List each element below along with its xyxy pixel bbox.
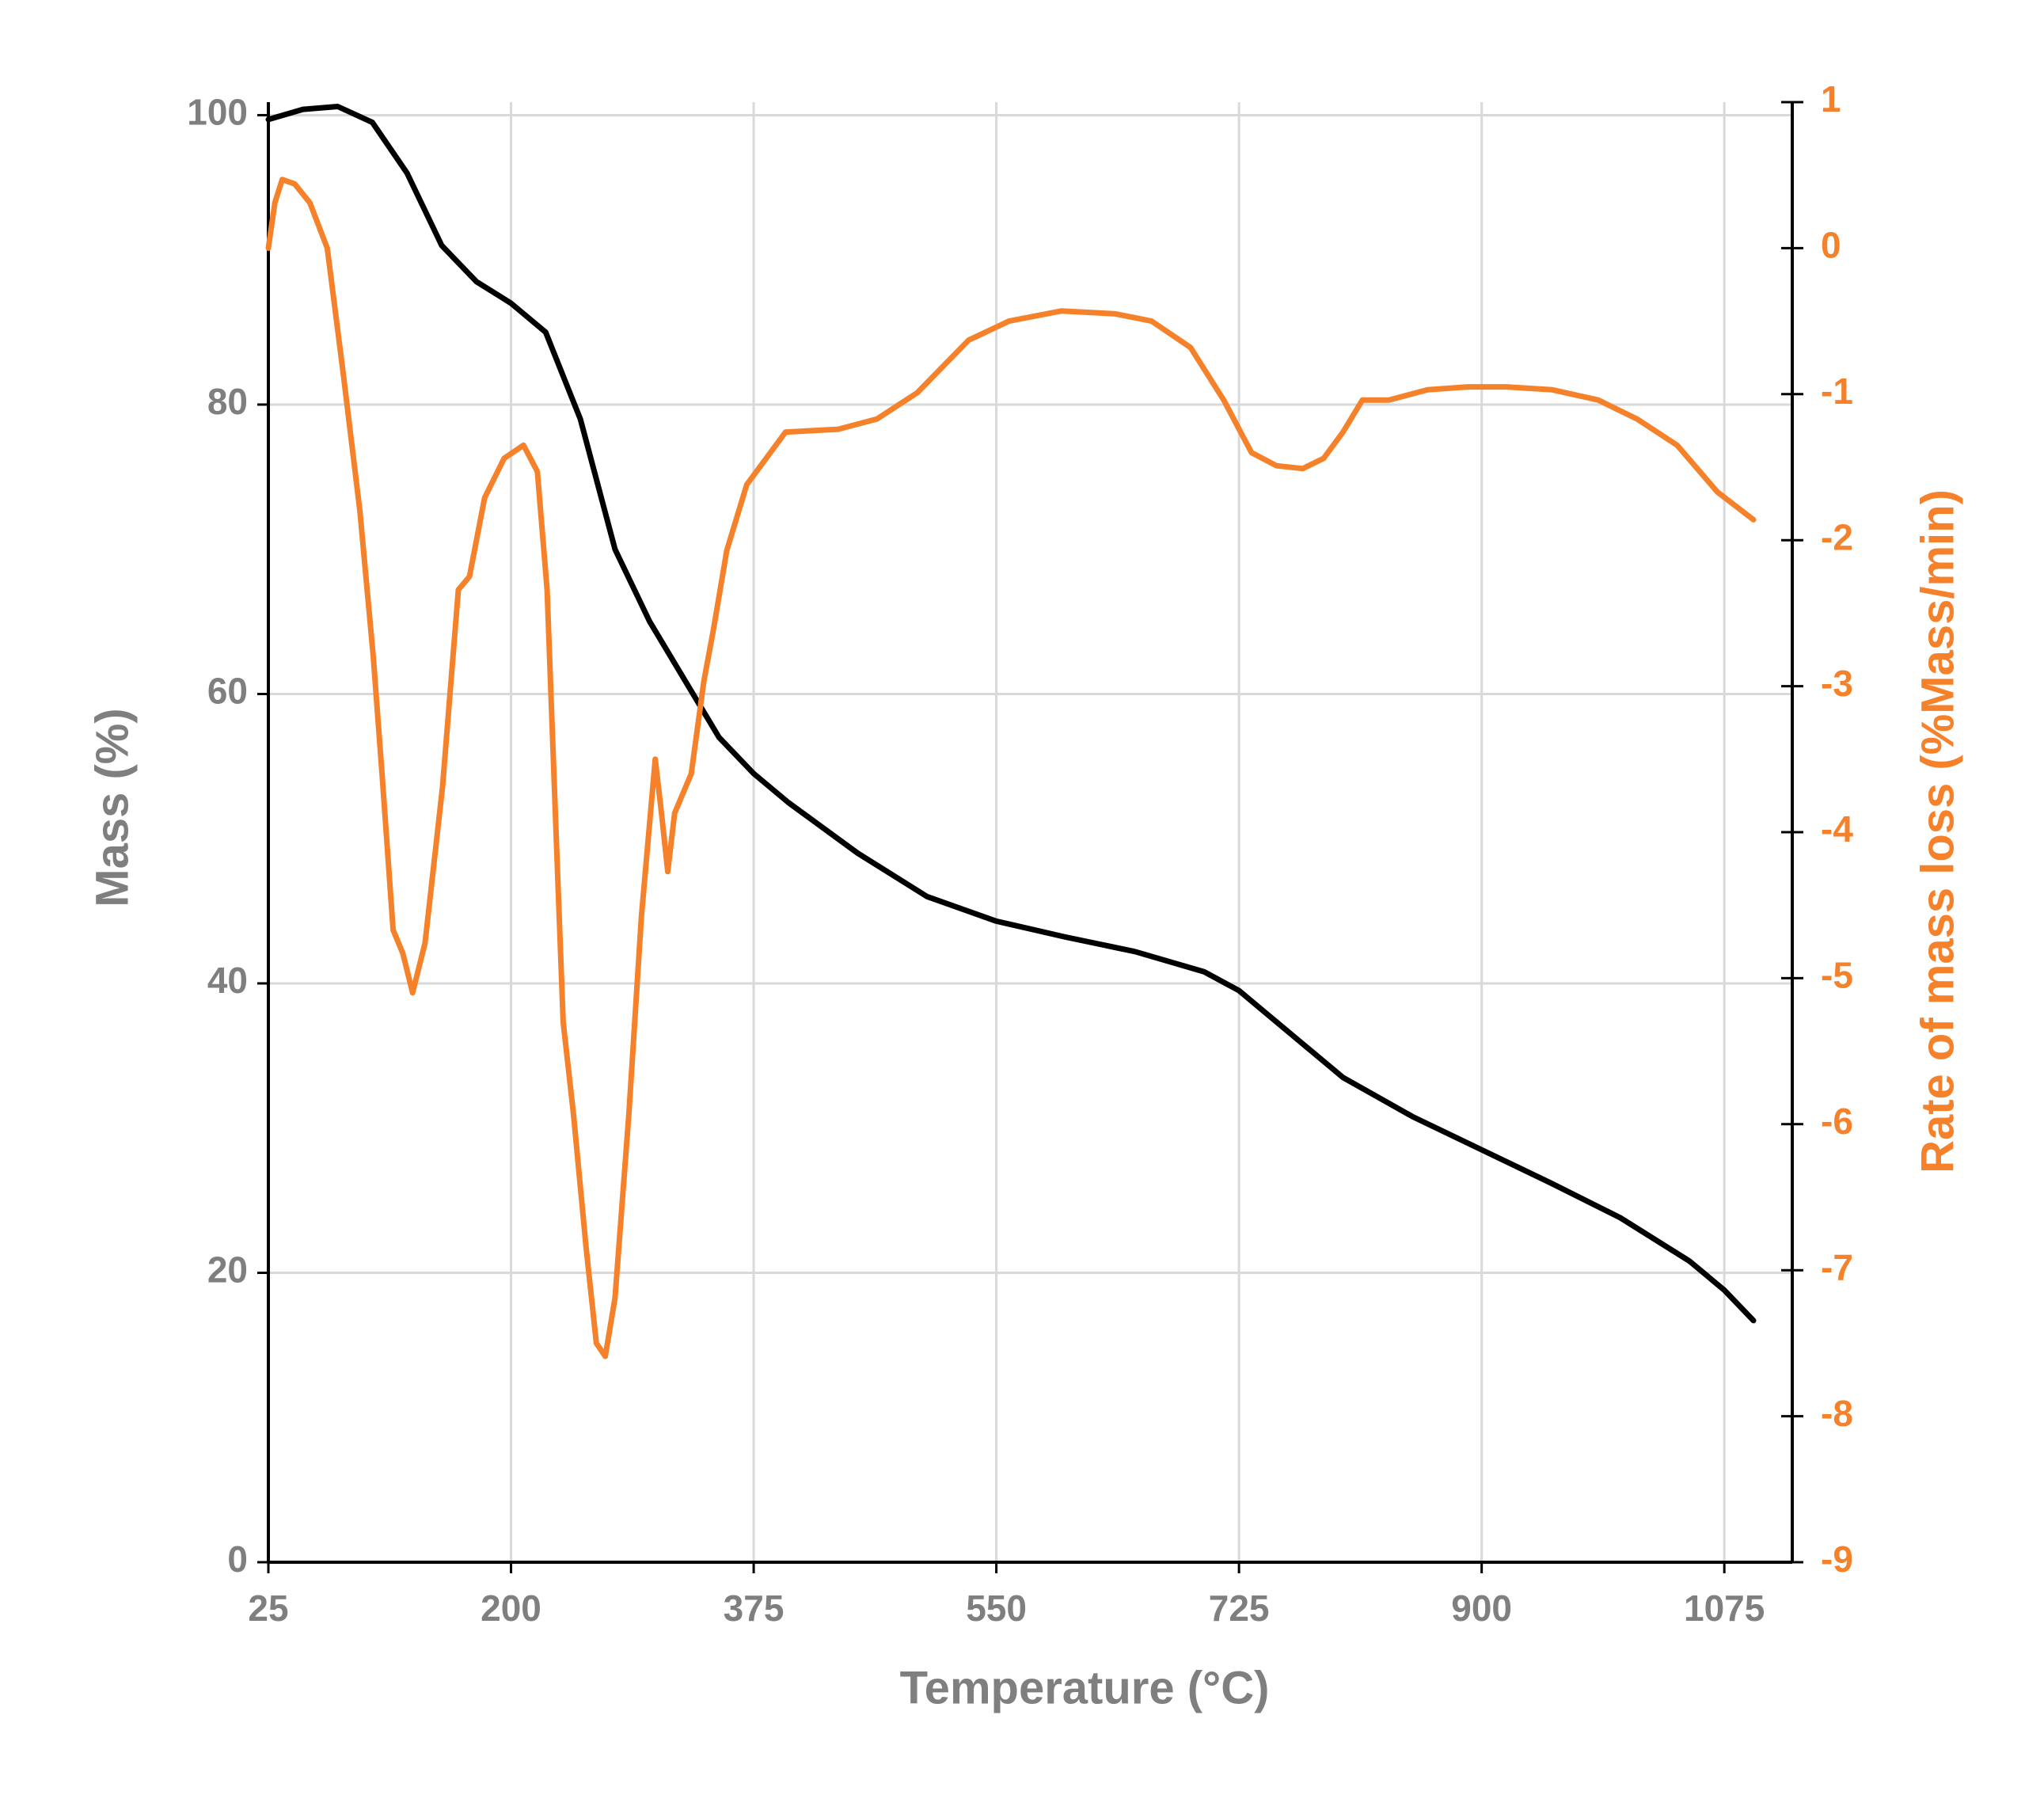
- x-tick-label: 1075: [1684, 1588, 1765, 1629]
- y2-tick-label: -4: [1821, 808, 1853, 850]
- y2-tick-label: -2: [1821, 516, 1853, 557]
- y2-tick-label: -9: [1821, 1538, 1853, 1580]
- y2-axis-title: Rate of mass loss (%Mass/min): [1912, 489, 1963, 1173]
- data-line: [265, 177, 1757, 1360]
- x-tick-label: 25: [248, 1588, 288, 1629]
- y-tick-label: 60: [207, 671, 248, 712]
- x-tick-label: 200: [481, 1588, 541, 1629]
- x-axis-title: Temperature (°C): [900, 1662, 1270, 1713]
- y-tick-label: 0: [227, 1538, 248, 1580]
- data-line: [265, 104, 1757, 1324]
- y-tick-label: 80: [207, 381, 248, 422]
- y-tick-label: 40: [207, 960, 248, 1001]
- y2-tick-label: -3: [1821, 663, 1853, 704]
- x-tick-label: 900: [1451, 1588, 1512, 1629]
- y2-tick-label: -8: [1821, 1393, 1853, 1434]
- y2-tick-label: -5: [1821, 955, 1853, 996]
- y2-tick-label: -6: [1821, 1101, 1853, 1142]
- y2-tick-label: -1: [1821, 371, 1853, 412]
- y2-tick-label: 1: [1821, 78, 1841, 120]
- y-tick-label: 100: [187, 92, 248, 133]
- y-axis-title: Mass (%): [86, 708, 138, 907]
- y-tick-label: 20: [207, 1249, 248, 1291]
- y2-tick-label: 0: [1821, 225, 1841, 266]
- x-tick-label: 375: [724, 1588, 785, 1629]
- x-tick-label: 725: [1209, 1588, 1270, 1629]
- y2-tick-label: -7: [1821, 1246, 1853, 1287]
- x-tick-label: 550: [966, 1588, 1027, 1629]
